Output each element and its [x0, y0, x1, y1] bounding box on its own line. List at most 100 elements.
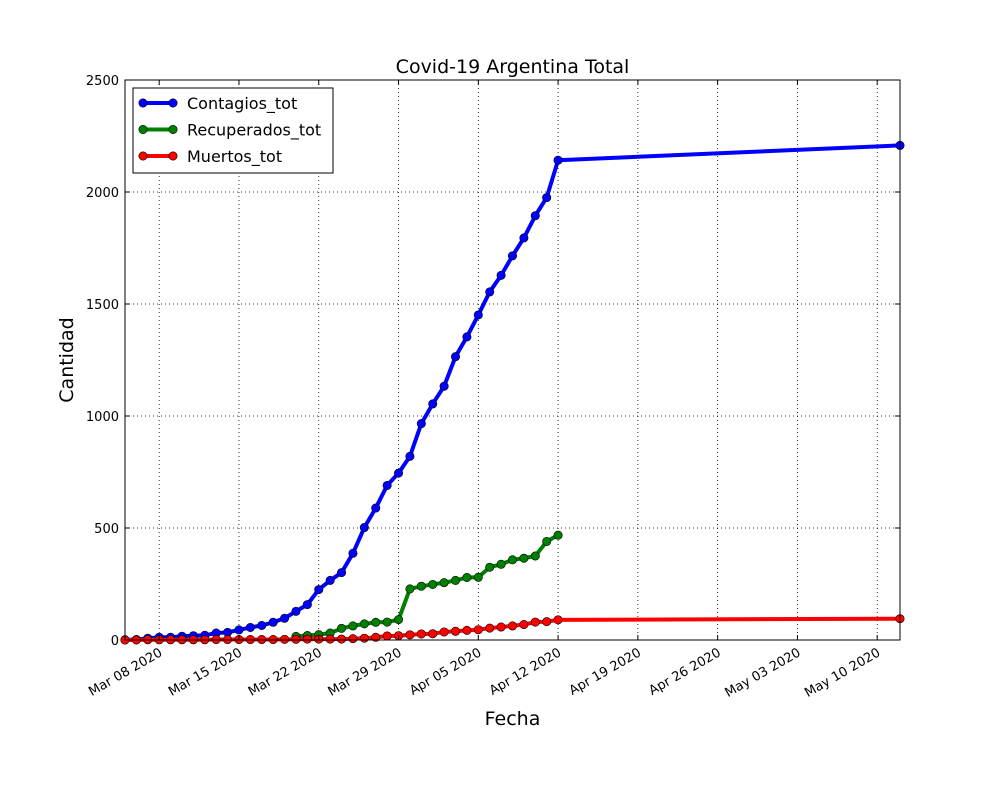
legend-marker — [168, 151, 178, 161]
data-point — [428, 399, 438, 409]
data-point — [462, 572, 472, 582]
data-point — [280, 613, 290, 623]
data-point — [519, 233, 529, 243]
data-point — [371, 503, 381, 513]
data-point — [257, 620, 267, 630]
data-point — [428, 629, 438, 639]
data-point — [405, 451, 415, 461]
data-point — [337, 568, 347, 578]
data-point — [405, 584, 415, 594]
legend-marker — [138, 125, 148, 135]
data-point — [394, 615, 404, 625]
data-point — [439, 578, 449, 588]
data-point — [462, 625, 472, 635]
data-point — [302, 600, 312, 610]
data-point — [382, 617, 392, 627]
data-point — [348, 634, 358, 644]
data-point — [382, 480, 392, 490]
data-point — [451, 352, 461, 362]
data-point — [359, 619, 369, 629]
data-point — [428, 579, 438, 589]
data-point — [359, 633, 369, 643]
plot-frame — [124, 79, 901, 641]
y-tick-label: 500 — [94, 522, 119, 537]
legend-label: Contagios_tot — [187, 94, 297, 114]
data-point — [291, 634, 301, 644]
data-point — [337, 634, 347, 644]
data-point — [507, 251, 517, 261]
data-point — [496, 622, 506, 632]
data-point — [371, 617, 381, 627]
data-point — [553, 530, 563, 540]
legend-label: Muertos_tot — [187, 147, 282, 167]
data-point — [234, 625, 244, 635]
data-point — [519, 620, 529, 630]
legend-marker — [138, 98, 148, 108]
series-layer — [120, 140, 905, 645]
data-point — [359, 523, 369, 533]
data-point — [473, 625, 483, 635]
y-tick-label: 0 — [111, 634, 119, 649]
data-point — [496, 559, 506, 569]
data-point — [382, 631, 392, 641]
data-point — [485, 287, 495, 297]
data-point — [314, 585, 324, 595]
data-point — [553, 615, 563, 625]
data-point — [302, 634, 312, 644]
data-point — [507, 621, 517, 631]
data-point — [530, 617, 540, 627]
data-point — [542, 617, 552, 627]
data-point — [268, 617, 278, 627]
data-point — [325, 575, 335, 585]
legend-entry: Muertos_tot — [138, 147, 282, 167]
data-point — [507, 555, 517, 565]
data-point — [245, 622, 255, 632]
y-tick-label: 2500 — [86, 74, 119, 89]
data-point — [542, 536, 552, 546]
data-point — [439, 381, 449, 391]
data-point — [291, 606, 301, 616]
data-point — [371, 632, 381, 642]
data-point — [416, 419, 426, 429]
x-axis-label: Fecha — [485, 708, 541, 730]
data-point — [451, 575, 461, 585]
legend: Contagios_tot Recuperados_tot Muertos_tot — [132, 87, 334, 174]
y-tick-label: 1000 — [86, 410, 119, 425]
data-point — [496, 270, 506, 280]
data-point — [416, 581, 426, 591]
series-Muertos_tot — [120, 614, 905, 645]
data-point — [485, 562, 495, 572]
legend-marker — [168, 125, 178, 135]
data-point — [485, 623, 495, 633]
data-point — [473, 310, 483, 320]
legend-entry: Contagios_tot — [138, 94, 297, 114]
y-axis-label: Cantidad — [56, 317, 78, 402]
data-point — [416, 629, 426, 639]
grid — [125, 80, 900, 640]
y-tick-label: 1500 — [86, 298, 119, 313]
data-point — [280, 634, 290, 644]
data-point — [451, 626, 461, 636]
legend-entry: Recuperados_tot — [138, 121, 321, 141]
data-point — [462, 332, 472, 342]
legend-marker — [168, 98, 178, 108]
legend-label: Recuperados_tot — [187, 121, 321, 141]
data-point — [542, 193, 552, 203]
series-line-Contagios_tot — [124, 143, 901, 642]
data-point — [439, 627, 449, 637]
data-point — [530, 211, 540, 221]
data-point — [348, 621, 358, 631]
data-point — [337, 623, 347, 633]
data-point — [325, 634, 335, 644]
data-point — [473, 572, 483, 582]
data-point — [405, 630, 415, 640]
data-point — [348, 548, 358, 558]
chart-title: Covid-19 Argentina Total — [396, 56, 630, 78]
data-point — [530, 551, 540, 561]
data-point — [553, 155, 563, 165]
data-point — [394, 468, 404, 478]
y-tick-label: 2000 — [86, 186, 119, 201]
legend-marker — [138, 151, 148, 161]
data-point — [519, 553, 529, 563]
